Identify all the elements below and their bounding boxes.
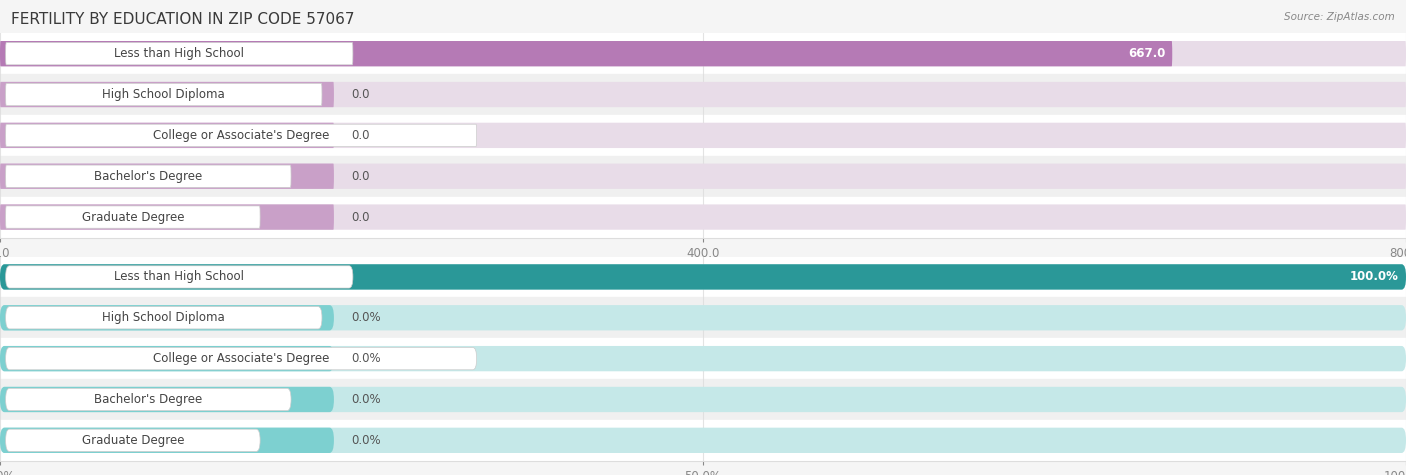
- Bar: [0, 33, 1406, 74]
- Text: Less than High School: Less than High School: [114, 47, 245, 60]
- Text: Less than High School: Less than High School: [114, 270, 245, 284]
- Text: High School Diploma: High School Diploma: [103, 311, 225, 324]
- Bar: [0, 338, 1406, 379]
- Text: 0.0: 0.0: [352, 170, 370, 183]
- FancyBboxPatch shape: [0, 387, 335, 412]
- Text: College or Associate's Degree: College or Associate's Degree: [153, 352, 329, 365]
- FancyBboxPatch shape: [0, 387, 1406, 412]
- Bar: [0, 74, 1406, 115]
- FancyBboxPatch shape: [0, 204, 1406, 230]
- Text: Source: ZipAtlas.com: Source: ZipAtlas.com: [1284, 12, 1395, 22]
- Bar: [0, 297, 1406, 338]
- FancyBboxPatch shape: [0, 123, 1406, 148]
- FancyBboxPatch shape: [0, 305, 1406, 331]
- FancyBboxPatch shape: [6, 206, 260, 228]
- FancyBboxPatch shape: [0, 428, 335, 453]
- Text: 100.0%: 100.0%: [1350, 270, 1399, 284]
- Text: Bachelor's Degree: Bachelor's Degree: [94, 170, 202, 183]
- Text: Graduate Degree: Graduate Degree: [82, 434, 184, 447]
- Bar: [0, 115, 1406, 156]
- FancyBboxPatch shape: [0, 264, 1406, 290]
- FancyBboxPatch shape: [0, 346, 335, 371]
- Text: College or Associate's Degree: College or Associate's Degree: [153, 129, 329, 142]
- FancyBboxPatch shape: [0, 41, 1406, 66]
- Text: 0.0%: 0.0%: [352, 352, 381, 365]
- Text: Bachelor's Degree: Bachelor's Degree: [94, 393, 202, 406]
- Text: 0.0%: 0.0%: [352, 434, 381, 447]
- Bar: [0, 256, 1406, 297]
- Text: Graduate Degree: Graduate Degree: [82, 210, 184, 224]
- FancyBboxPatch shape: [0, 264, 1406, 290]
- FancyBboxPatch shape: [6, 348, 477, 370]
- Text: High School Diploma: High School Diploma: [103, 88, 225, 101]
- FancyBboxPatch shape: [6, 165, 291, 187]
- FancyBboxPatch shape: [0, 204, 335, 230]
- FancyBboxPatch shape: [0, 82, 335, 107]
- FancyBboxPatch shape: [0, 82, 1406, 107]
- FancyBboxPatch shape: [6, 429, 260, 451]
- FancyBboxPatch shape: [0, 346, 1406, 371]
- FancyBboxPatch shape: [0, 428, 1406, 453]
- Text: 0.0: 0.0: [352, 129, 370, 142]
- FancyBboxPatch shape: [6, 307, 322, 329]
- FancyBboxPatch shape: [0, 163, 1406, 189]
- FancyBboxPatch shape: [6, 266, 353, 288]
- Text: 0.0: 0.0: [352, 88, 370, 101]
- Bar: [0, 156, 1406, 197]
- Text: 0.0%: 0.0%: [352, 393, 381, 406]
- Text: FERTILITY BY EDUCATION IN ZIP CODE 57067: FERTILITY BY EDUCATION IN ZIP CODE 57067: [11, 12, 354, 27]
- FancyBboxPatch shape: [6, 389, 291, 410]
- Text: 0.0: 0.0: [352, 210, 370, 224]
- Bar: [0, 420, 1406, 461]
- Text: 0.0%: 0.0%: [352, 311, 381, 324]
- FancyBboxPatch shape: [0, 163, 335, 189]
- FancyBboxPatch shape: [6, 84, 322, 105]
- Bar: [0, 197, 1406, 238]
- FancyBboxPatch shape: [0, 305, 335, 331]
- FancyBboxPatch shape: [0, 41, 1173, 66]
- FancyBboxPatch shape: [6, 124, 477, 146]
- FancyBboxPatch shape: [0, 123, 335, 148]
- Bar: [0, 379, 1406, 420]
- Text: 667.0: 667.0: [1128, 47, 1166, 60]
- FancyBboxPatch shape: [6, 43, 353, 65]
